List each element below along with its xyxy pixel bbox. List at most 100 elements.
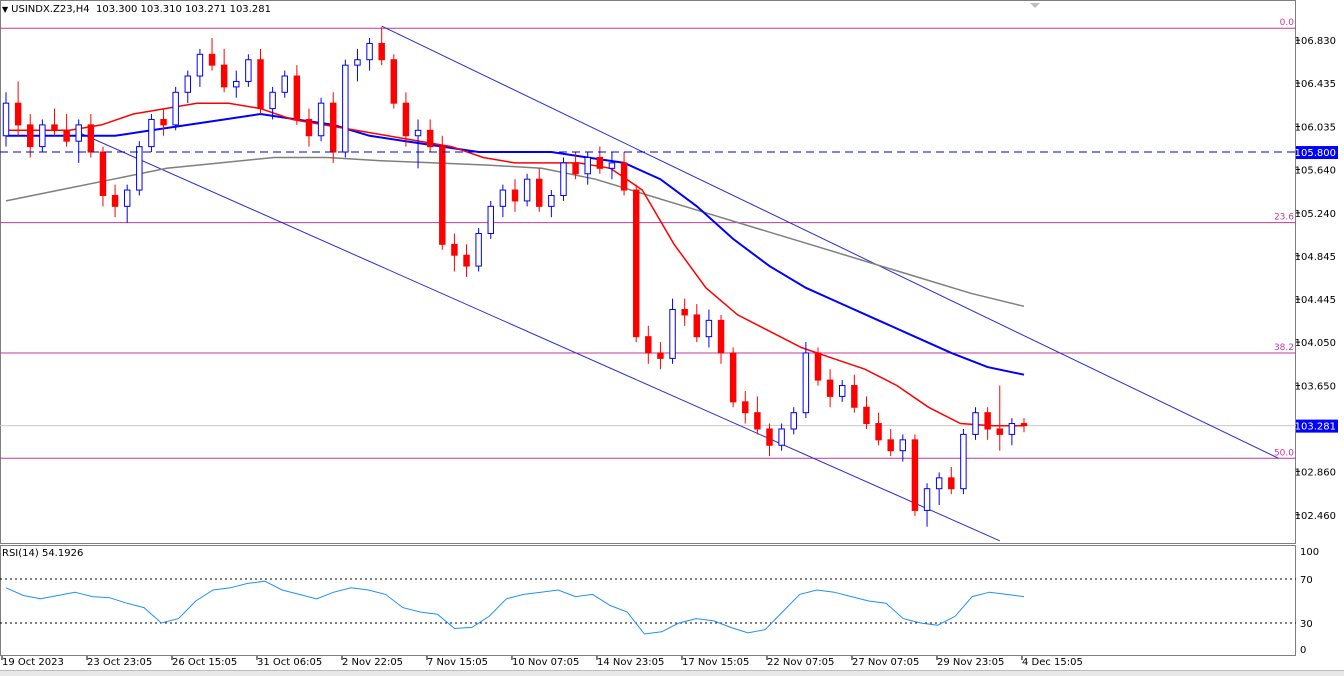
candle-body: [463, 254, 470, 267]
candle-body: [414, 129, 422, 137]
time-label: 14 Nov 23:05: [597, 657, 664, 668]
rsi-axis: 100 70 30 0: [1300, 547, 1319, 656]
candle-body: [754, 412, 761, 430]
candle-body: [39, 124, 46, 148]
candle-body: [233, 80, 240, 88]
candle-body: [2, 102, 10, 137]
candle-body: [499, 189, 507, 207]
time-label: 7 Nov 15:05: [427, 657, 488, 668]
candle-body: [172, 91, 179, 126]
candle-body: [863, 406, 870, 425]
candle-body: [136, 146, 143, 191]
fibonacci-levels: 0.0 23.6 38.2 50.0: [0, 18, 1296, 459]
fib-label-50.0: 50.0: [1274, 448, 1294, 458]
candle-body: [63, 129, 70, 142]
price-tick-label: 105.240: [1295, 209, 1336, 220]
candle-body: [354, 59, 361, 66]
candle-body: [293, 75, 301, 120]
time-label: 19 Oct 2023: [2, 657, 64, 668]
rsi-tick-label: 70: [1300, 575, 1313, 586]
candle-body: [87, 124, 95, 153]
candle-body: [245, 59, 252, 82]
ohlc-readout: 103.300 103.310 103.271 103.281: [95, 4, 271, 15]
candle-body: [948, 477, 955, 490]
candle-body: [14, 102, 22, 126]
candle-body: [729, 352, 737, 403]
price-tick-label: 104.445: [1295, 295, 1336, 306]
time-label: 10 Nov 07:05: [512, 657, 579, 668]
candle-body: [402, 102, 410, 137]
price-tick-label: 104.845: [1295, 252, 1336, 263]
candle-body: [366, 42, 373, 61]
candle-body: [838, 385, 846, 397]
candle-body: [257, 59, 264, 110]
fib-label-0.0: 0.0: [1280, 18, 1295, 28]
candle-body: [996, 428, 1003, 435]
candle-body: [766, 428, 773, 446]
candle-body: [887, 439, 894, 452]
price-tick-label: 106.830: [1295, 36, 1336, 47]
candle-body: [111, 194, 119, 207]
candle-body: [572, 162, 579, 175]
candle-body: [705, 319, 713, 338]
candle-body: [378, 42, 385, 61]
price-tick-label: 104.050: [1295, 338, 1336, 349]
price-tick-label: 103.650: [1295, 382, 1336, 393]
last-price-tag-bg: [1296, 419, 1338, 433]
candle-body: [208, 53, 216, 66]
candle-body: [645, 336, 652, 354]
candle-body: [778, 428, 785, 446]
candle-body: [790, 412, 797, 430]
channel-upper-line: [381, 25, 1279, 459]
price-panel[interactable]: [0, 0, 1296, 544]
candle-body: [1020, 423, 1028, 427]
candle-body: [681, 309, 688, 316]
channel-lower-line: [78, 132, 1000, 542]
price-tick-label: 105.640: [1295, 165, 1336, 176]
candle-body: [160, 118, 167, 126]
candle-body: [935, 477, 943, 490]
candle-body: [717, 319, 725, 354]
rsi-line: [5, 580, 1025, 635]
candle-body: [693, 314, 701, 338]
candle-body: [475, 232, 482, 267]
fib-label-38.2: 38.2: [1274, 343, 1294, 353]
trend-channel: [78, 25, 1279, 542]
candlestick-series: [2, 27, 1028, 527]
candle-body: [305, 118, 313, 137]
candle-body: [972, 412, 979, 435]
price-tick-label: 102.860: [1295, 467, 1336, 478]
time-label: 31 Oct 06:05: [257, 657, 322, 668]
candle-body: [814, 352, 822, 381]
candle-body: [523, 178, 531, 202]
rsi-tick-label: 0: [1300, 645, 1306, 656]
horizontal-scrollbar[interactable]: [0, 670, 1344, 676]
candle-body: [439, 146, 446, 245]
candle-body: [657, 352, 664, 359]
time-label: 26 Oct 15:05: [172, 657, 237, 668]
chart-header: ▼ USINDX.Z23,H4 103.300 103.310 103.271 1…: [2, 4, 271, 15]
ma-gray-line: [5, 156, 1025, 308]
candle-body: [669, 309, 676, 359]
candle-body: [269, 91, 276, 110]
chart-shift-marker-icon[interactable]: [1030, 3, 1040, 8]
time-label: 17 Nov 15:05: [682, 657, 749, 668]
candle-body: [342, 64, 349, 153]
last-price-tag: 103.281: [1295, 422, 1336, 433]
candle-body: [487, 205, 494, 234]
candle-body: [911, 439, 919, 511]
rsi-tick-label: 30: [1300, 619, 1313, 630]
candle-body: [451, 243, 458, 256]
candle-body: [27, 124, 34, 148]
rsi-panel[interactable]: [0, 545, 1296, 656]
candle-body: [899, 439, 907, 452]
candle-body: [960, 433, 967, 490]
candle-body: [511, 189, 519, 202]
time-label: 29 Nov 23:05: [937, 657, 1004, 668]
price-tick-label: 106.035: [1295, 123, 1336, 134]
candle-body: [317, 102, 325, 137]
dropdown-triangle-icon[interactable]: ▼: [2, 5, 9, 14]
time-label: 23 Oct 23:05: [87, 657, 152, 668]
time-label: 22 Nov 07:05: [767, 657, 834, 668]
